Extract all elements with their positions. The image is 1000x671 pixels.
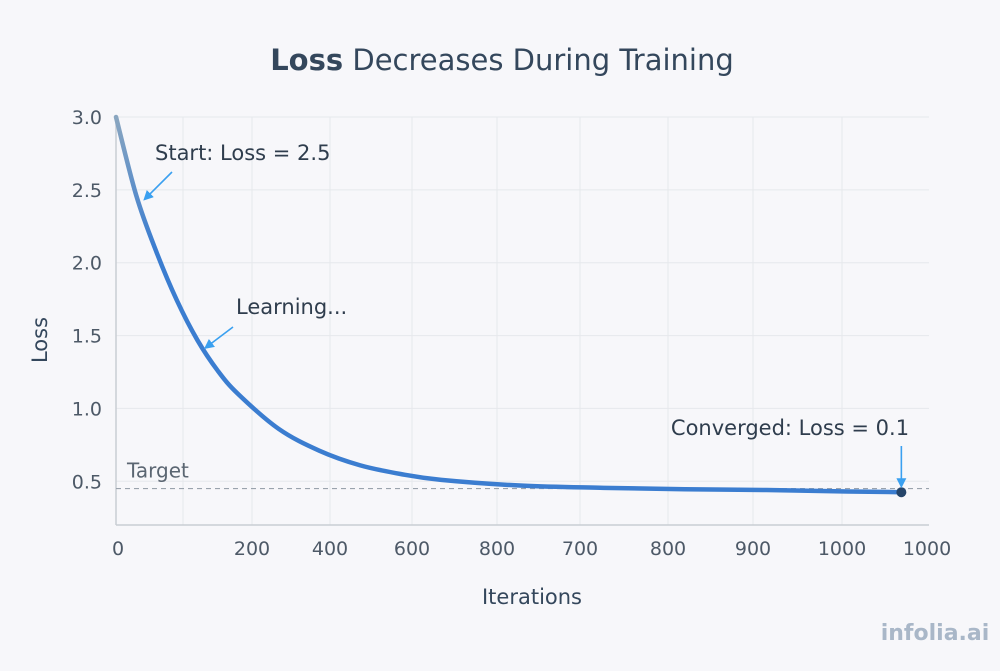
annotation-label: Converged: Loss = 0.1 — [671, 416, 909, 440]
y-tick-label: 1.0 — [72, 398, 102, 420]
y-tick-label: 2.5 — [72, 180, 102, 202]
watermark: infolia.ai — [881, 621, 990, 646]
annotation-label: Learning... — [236, 295, 347, 319]
y-tick-label: 1.5 — [72, 326, 102, 348]
y-tick-label: 0.5 — [72, 471, 102, 493]
annotation-label: Start: Loss = 2.5 — [155, 141, 330, 165]
y-tick-label: 2.0 — [72, 253, 102, 275]
chart-title-rest: Decreases During Training — [343, 43, 734, 77]
x-tick-label: 400 — [312, 538, 348, 560]
x-axis-label: Iterations — [482, 585, 582, 609]
x-tick-label: 0 — [112, 538, 124, 560]
x-tick-label: 1000 — [818, 538, 866, 560]
x-tick-label: 800 — [479, 538, 515, 560]
target-label: Target — [126, 459, 189, 483]
x-tick-label: 600 — [394, 538, 430, 560]
chart-title: Loss Decreases During Training — [270, 43, 734, 77]
x-tick-label: 700 — [562, 538, 598, 560]
x-tick-label: 800 — [650, 538, 686, 560]
x-tick-label: 900 — [735, 538, 771, 560]
annotation-arrow — [203, 326, 234, 349]
converged-point — [896, 487, 907, 498]
y-axis-label: Loss — [28, 317, 52, 363]
x-tick-label: 200 — [234, 538, 270, 560]
x-tick-label: 1000 — [903, 538, 951, 560]
loss-series-line — [113, 114, 904, 495]
chart-title-bold: Loss — [270, 43, 343, 77]
annotation-arrow — [143, 171, 173, 201]
y-tick-label: 3.0 — [72, 107, 102, 129]
